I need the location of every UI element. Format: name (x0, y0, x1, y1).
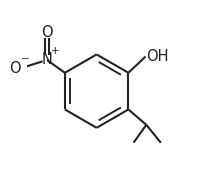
Text: O: O (9, 61, 21, 76)
Text: OH: OH (146, 49, 168, 64)
Text: −: − (21, 54, 30, 64)
Text: O: O (41, 25, 53, 40)
Text: +: + (51, 46, 60, 56)
Text: N: N (41, 52, 52, 67)
